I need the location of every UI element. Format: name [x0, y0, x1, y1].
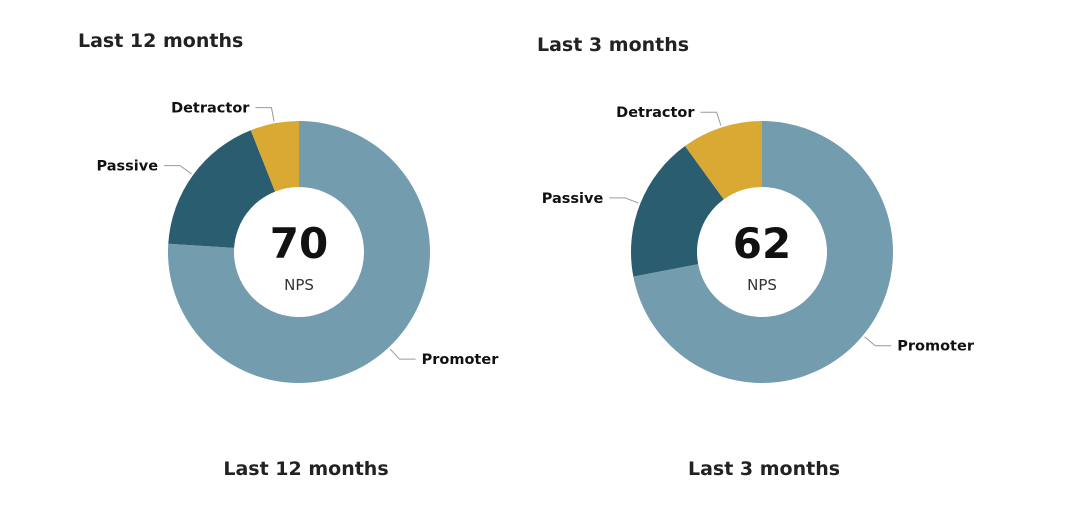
slice-detractor — [250, 121, 299, 192]
donut-last-3-months: Promoter Passive Detractor 62 NPS — [542, 105, 975, 383]
donut-last-12-months: Promoter Passive Detractor 70 NPS — [97, 101, 500, 383]
slice-label-promoter: Promoter — [422, 352, 500, 368]
leader-line-promoter — [864, 336, 892, 347]
slice-passive — [631, 146, 724, 277]
slice-detractor — [685, 121, 762, 200]
slice-passive — [168, 130, 276, 248]
slice-label-passive: Passive — [97, 159, 159, 175]
chart-title-last-12-months: Last 12 months — [78, 30, 244, 52]
leader-line-passive — [609, 197, 639, 204]
chart-caption-last-3-months: Last 3 months — [687, 458, 841, 480]
slice-label-detractor: Detractor — [616, 105, 695, 121]
leader-line-promoter — [389, 348, 416, 360]
slice-label-promoter: Promoter — [897, 339, 975, 355]
center-nps-label: NPS — [747, 276, 777, 294]
center-nps-label: NPS — [284, 276, 314, 294]
slice-label-detractor: Detractor — [171, 101, 250, 117]
center-nps-value: 62 — [733, 219, 791, 268]
slice-label-passive: Passive — [542, 191, 604, 207]
center-nps-value: 70 — [270, 219, 328, 268]
leader-line-detractor — [255, 107, 275, 122]
leader-line-passive — [164, 165, 192, 175]
chart-caption-last-12-months: Last 12 months — [223, 458, 389, 480]
slice-promoter — [168, 121, 430, 383]
leader-line-detractor — [700, 111, 722, 126]
chart-title-last-3-months: Last 3 months — [537, 34, 690, 56]
slice-promoter — [633, 121, 893, 383]
